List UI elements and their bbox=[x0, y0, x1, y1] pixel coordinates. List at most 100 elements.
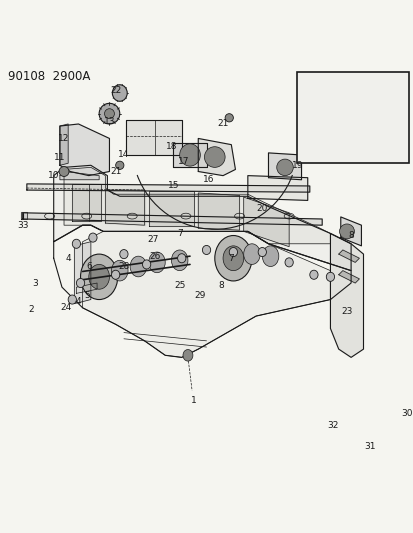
Polygon shape bbox=[60, 124, 68, 165]
Polygon shape bbox=[247, 176, 307, 200]
Ellipse shape bbox=[76, 278, 85, 288]
Polygon shape bbox=[60, 172, 99, 180]
Text: 17: 17 bbox=[178, 157, 189, 166]
Ellipse shape bbox=[119, 249, 128, 259]
Ellipse shape bbox=[68, 295, 76, 304]
Polygon shape bbox=[126, 120, 181, 155]
Ellipse shape bbox=[258, 247, 266, 256]
Ellipse shape bbox=[112, 85, 127, 101]
Ellipse shape bbox=[243, 244, 260, 264]
Polygon shape bbox=[379, 93, 404, 118]
Ellipse shape bbox=[72, 239, 81, 248]
Bar bbox=[297, 72, 408, 163]
Text: 27: 27 bbox=[147, 235, 158, 244]
Ellipse shape bbox=[202, 245, 210, 255]
Text: 21: 21 bbox=[110, 167, 121, 176]
Polygon shape bbox=[64, 167, 330, 244]
Text: 4: 4 bbox=[65, 254, 71, 263]
Text: 29: 29 bbox=[194, 291, 206, 300]
Ellipse shape bbox=[130, 256, 146, 277]
Polygon shape bbox=[340, 217, 361, 246]
Ellipse shape bbox=[325, 272, 334, 281]
Ellipse shape bbox=[142, 260, 150, 269]
Polygon shape bbox=[173, 143, 206, 167]
Text: 26: 26 bbox=[149, 252, 160, 261]
Polygon shape bbox=[60, 124, 109, 176]
Text: 25: 25 bbox=[173, 280, 185, 289]
Ellipse shape bbox=[204, 147, 225, 167]
Ellipse shape bbox=[99, 103, 119, 124]
Text: 22: 22 bbox=[110, 86, 121, 95]
Polygon shape bbox=[309, 114, 321, 139]
Ellipse shape bbox=[177, 254, 185, 263]
Ellipse shape bbox=[111, 260, 128, 281]
Text: 2: 2 bbox=[28, 305, 34, 314]
Ellipse shape bbox=[225, 114, 233, 122]
Text: 30: 30 bbox=[400, 409, 412, 418]
Polygon shape bbox=[338, 271, 358, 283]
Text: 4: 4 bbox=[76, 297, 81, 306]
Text: 7: 7 bbox=[228, 254, 234, 263]
Polygon shape bbox=[338, 250, 358, 262]
Text: 15: 15 bbox=[167, 181, 179, 190]
Polygon shape bbox=[27, 184, 309, 192]
Text: 8: 8 bbox=[347, 231, 353, 240]
Text: 3: 3 bbox=[32, 279, 38, 287]
Ellipse shape bbox=[223, 246, 243, 271]
Text: 21: 21 bbox=[217, 119, 228, 128]
Ellipse shape bbox=[276, 159, 292, 176]
Polygon shape bbox=[54, 165, 350, 271]
Text: 19: 19 bbox=[291, 161, 302, 170]
Text: 11: 11 bbox=[54, 152, 66, 161]
Polygon shape bbox=[148, 191, 194, 227]
Text: 8: 8 bbox=[218, 280, 223, 289]
Text: 32: 32 bbox=[326, 421, 337, 430]
Ellipse shape bbox=[111, 270, 119, 279]
Text: 7: 7 bbox=[176, 229, 182, 238]
Text: 23: 23 bbox=[340, 308, 352, 317]
Text: 5: 5 bbox=[84, 291, 89, 300]
Text: 1: 1 bbox=[191, 396, 197, 405]
Text: 31: 31 bbox=[363, 442, 375, 451]
Polygon shape bbox=[198, 139, 235, 176]
Ellipse shape bbox=[89, 264, 109, 289]
Ellipse shape bbox=[284, 258, 292, 267]
Ellipse shape bbox=[89, 233, 97, 242]
Text: 28: 28 bbox=[118, 262, 129, 271]
Text: 20: 20 bbox=[256, 204, 267, 213]
Ellipse shape bbox=[81, 254, 117, 300]
Ellipse shape bbox=[183, 350, 192, 361]
Text: 18: 18 bbox=[165, 142, 177, 151]
Polygon shape bbox=[83, 231, 330, 357]
Ellipse shape bbox=[309, 270, 317, 279]
Text: 90108  2900A: 90108 2900A bbox=[8, 70, 90, 83]
Ellipse shape bbox=[389, 100, 399, 110]
Text: 33: 33 bbox=[17, 221, 28, 230]
Ellipse shape bbox=[148, 252, 165, 273]
Text: 12: 12 bbox=[58, 134, 69, 143]
Ellipse shape bbox=[104, 109, 114, 119]
Ellipse shape bbox=[59, 166, 69, 176]
Ellipse shape bbox=[171, 250, 188, 271]
Polygon shape bbox=[243, 197, 288, 247]
Text: 14: 14 bbox=[118, 150, 129, 159]
Polygon shape bbox=[198, 193, 239, 230]
Polygon shape bbox=[105, 190, 144, 225]
Polygon shape bbox=[72, 184, 101, 221]
Text: 6: 6 bbox=[86, 262, 91, 271]
Polygon shape bbox=[268, 153, 301, 180]
Polygon shape bbox=[330, 233, 363, 357]
Text: 10: 10 bbox=[48, 171, 59, 180]
Polygon shape bbox=[21, 212, 27, 219]
Ellipse shape bbox=[339, 224, 354, 239]
Ellipse shape bbox=[229, 247, 237, 256]
Text: 24: 24 bbox=[60, 303, 71, 312]
Ellipse shape bbox=[115, 161, 123, 169]
Polygon shape bbox=[23, 213, 321, 225]
Polygon shape bbox=[74, 242, 91, 304]
Text: 13: 13 bbox=[104, 117, 115, 126]
Ellipse shape bbox=[179, 144, 200, 166]
Ellipse shape bbox=[262, 246, 278, 266]
Text: 16: 16 bbox=[202, 175, 214, 184]
Ellipse shape bbox=[214, 236, 252, 281]
